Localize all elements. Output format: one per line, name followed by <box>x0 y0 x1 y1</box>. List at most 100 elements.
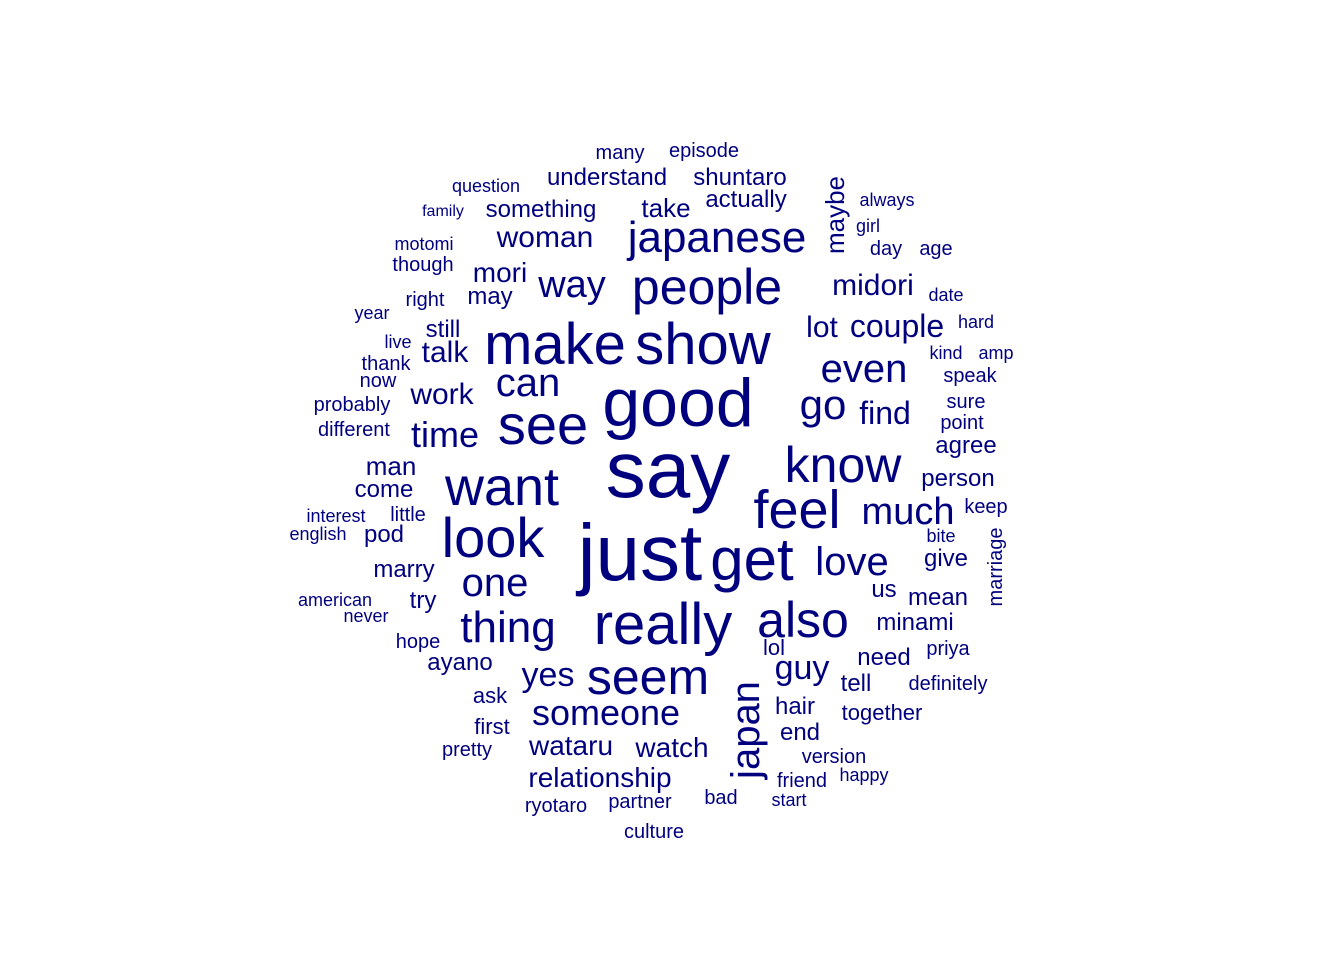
cloud-word: time <box>410 414 480 455</box>
cloud-word: feel <box>753 480 841 540</box>
cloud-word: culture <box>623 821 685 843</box>
cloud-word: friend <box>776 770 828 792</box>
cloud-word: agree <box>935 432 997 459</box>
cloud-word: keep <box>964 496 1008 518</box>
cloud-word: episode <box>668 140 740 162</box>
cloud-word: pod <box>363 521 405 548</box>
cloud-word: person <box>921 465 995 492</box>
cloud-word: bite <box>926 526 956 546</box>
cloud-word: one <box>461 561 529 605</box>
cloud-word: can <box>495 361 561 405</box>
cloud-word: woman <box>496 221 594 254</box>
cloud-word: see <box>497 393 589 456</box>
cloud-word: question <box>451 176 521 196</box>
cloud-word: partner <box>608 791 672 813</box>
cloud-word: many <box>595 142 645 164</box>
cloud-word: year <box>354 303 390 323</box>
cloud-word: always <box>859 190 915 210</box>
cloud-word: first <box>474 714 510 739</box>
cloud-word: just <box>577 508 703 597</box>
cloud-word: marriage <box>985 527 1007 607</box>
cloud-word: man <box>365 451 417 481</box>
cloud-word: marry <box>373 556 435 583</box>
cloud-word: kind <box>929 343 963 363</box>
cloud-word: point <box>940 412 984 434</box>
cloud-word: come <box>354 476 414 503</box>
cloud-word: pretty <box>441 739 493 761</box>
cloud-word: ryotaro <box>524 795 588 817</box>
cloud-word: english <box>289 524 347 544</box>
cloud-word: start <box>771 790 807 810</box>
cloud-word: ask <box>472 683 508 708</box>
cloud-word: mean <box>907 584 969 611</box>
cloud-word: much <box>861 491 955 533</box>
cloud-word: sure <box>946 391 986 413</box>
cloud-word: midori <box>832 269 914 302</box>
cloud-word: hard <box>957 312 995 332</box>
cloud-word: guy <box>774 649 830 687</box>
cloud-word: understand <box>546 164 668 191</box>
cloud-word: japan <box>724 681 768 779</box>
cloud-word: girl <box>855 216 881 236</box>
cloud-word: bad <box>704 787 738 809</box>
cloud-word: way <box>538 264 606 306</box>
cloud-word: people <box>631 259 783 315</box>
cloud-word: now <box>359 370 397 392</box>
cloud-word: though <box>392 254 454 276</box>
cloud-word: also <box>757 592 849 648</box>
cloud-word: speak <box>943 365 997 387</box>
cloud-word: hope <box>395 631 441 653</box>
cloud-word: american <box>297 590 373 610</box>
cloud-word: find <box>859 395 911 431</box>
cloud-word: happy <box>839 765 889 785</box>
cloud-word: want <box>444 457 560 517</box>
cloud-word: us <box>871 576 897 603</box>
cloud-word: yes <box>521 656 575 694</box>
cloud-word: something <box>485 196 597 223</box>
cloud-word: relationship <box>528 762 672 793</box>
cloud-word: thing <box>460 603 556 652</box>
cloud-word: seem <box>586 649 710 705</box>
cloud-word: motomi <box>394 234 454 254</box>
cloud-word: get <box>710 526 794 593</box>
cloud-word: definitely <box>908 673 988 695</box>
cloud-word: love <box>815 540 889 584</box>
cloud-word: priya <box>926 638 970 660</box>
cloud-word: day <box>869 238 903 260</box>
cloud-word: try <box>409 587 437 614</box>
cloud-word: someone <box>531 692 681 733</box>
cloud-word: still <box>425 316 461 343</box>
cloud-word: take <box>641 193 691 223</box>
cloud-word: even <box>820 347 908 391</box>
cloud-word: ayano <box>427 649 493 676</box>
cloud-word: make <box>484 312 626 377</box>
cloud-word: maybe <box>820 175 850 255</box>
cloud-word: minami <box>876 609 954 636</box>
cloud-word: know <box>784 437 902 493</box>
cloud-word: good <box>602 365 754 441</box>
cloud-word: little <box>390 504 426 526</box>
cloud-word: show <box>635 312 771 377</box>
cloud-word: different <box>318 419 390 441</box>
cloud-word: wataru <box>528 730 614 761</box>
cloud-word: say <box>605 425 731 514</box>
cloud-word: never <box>343 606 389 626</box>
cloud-word: probably <box>313 394 391 416</box>
cloud-word: lol <box>762 635 786 660</box>
cloud-word: mori <box>472 257 528 288</box>
cloud-word: give <box>923 545 969 572</box>
cloud-word: couple <box>849 308 945 344</box>
cloud-word: together <box>841 700 923 725</box>
cloud-word: watch <box>635 732 709 763</box>
cloud-word: tell <box>840 670 872 697</box>
cloud-word: right <box>405 289 445 311</box>
cloud-word: interest <box>306 506 366 526</box>
cloud-word: japanese <box>627 213 807 262</box>
cloud-word: hair <box>774 693 816 720</box>
cloud-word: talk <box>421 336 469 369</box>
cloud-word: may <box>467 283 513 310</box>
cloud-word: look <box>441 506 545 569</box>
cloud-word: really <box>593 592 733 657</box>
cloud-word: thank <box>361 353 411 375</box>
